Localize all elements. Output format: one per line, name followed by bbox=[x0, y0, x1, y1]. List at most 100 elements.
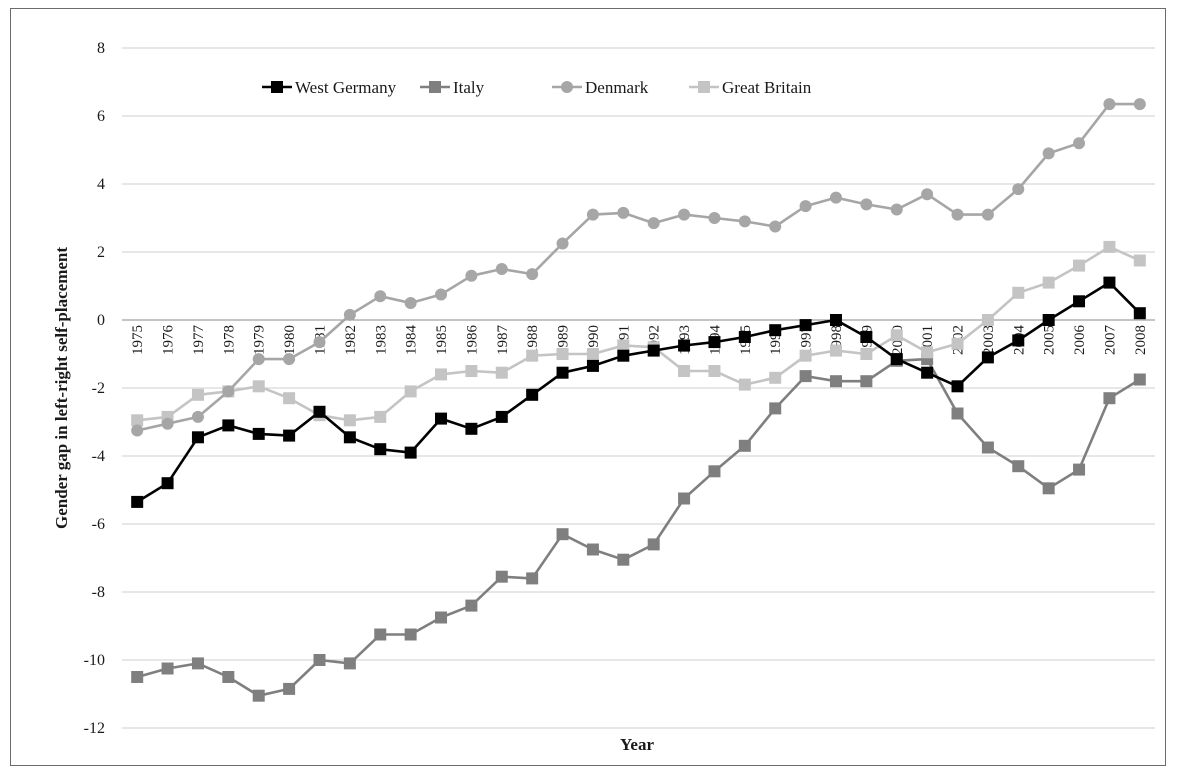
data-point bbox=[404, 297, 417, 309]
legend-label: Italy bbox=[453, 78, 485, 97]
series-line-italy bbox=[136, 357, 1141, 698]
data-point bbox=[161, 477, 174, 490]
data-point bbox=[283, 353, 296, 366]
data-point bbox=[1133, 98, 1146, 111]
data-point bbox=[799, 200, 812, 213]
data-point bbox=[769, 324, 782, 337]
data-point bbox=[1103, 240, 1116, 253]
data-point bbox=[617, 206, 630, 219]
data-point bbox=[981, 208, 994, 221]
data-point bbox=[678, 365, 691, 377]
data-point bbox=[465, 599, 478, 612]
x-tick-label: 1980 bbox=[282, 325, 298, 355]
data-point bbox=[708, 212, 721, 224]
data-point bbox=[738, 215, 751, 228]
legend-marker bbox=[561, 81, 573, 93]
series-line-great-britain bbox=[137, 245, 1141, 422]
data-point bbox=[283, 682, 296, 695]
data-point bbox=[738, 331, 751, 343]
data-point bbox=[617, 349, 630, 362]
data-point bbox=[708, 336, 721, 349]
x-axis-label: Year bbox=[620, 735, 654, 754]
data-point bbox=[981, 441, 994, 454]
data-point bbox=[890, 203, 903, 216]
x-tick-label: 1975 bbox=[130, 325, 146, 355]
data-point bbox=[586, 208, 599, 221]
data-point bbox=[1012, 334, 1025, 347]
data-point bbox=[738, 378, 751, 391]
x-tick-label: 1997 bbox=[799, 325, 815, 356]
data-point bbox=[1133, 307, 1146, 320]
data-point bbox=[465, 365, 478, 377]
data-point bbox=[951, 208, 964, 221]
legend-label: West Germany bbox=[295, 78, 397, 97]
data-point bbox=[678, 208, 691, 221]
y-tick-label: -10 bbox=[84, 652, 105, 669]
data-point bbox=[374, 628, 387, 641]
data-point bbox=[374, 443, 387, 456]
y-tick-label: -4 bbox=[92, 448, 105, 465]
data-point bbox=[343, 431, 356, 444]
data-point bbox=[556, 237, 569, 250]
data-point bbox=[252, 427, 265, 440]
y-tick-label: 6 bbox=[97, 108, 105, 125]
data-point bbox=[556, 348, 569, 360]
data-point bbox=[1042, 276, 1055, 289]
y-tick-label: -8 bbox=[92, 584, 105, 601]
x-tick-label: 2008 bbox=[1133, 325, 1149, 355]
x-tick-label: 2006 bbox=[1072, 325, 1088, 356]
x-tick-label: 1982 bbox=[343, 325, 359, 355]
data-point bbox=[1103, 392, 1116, 405]
data-point bbox=[252, 689, 265, 702]
y-tick-label: -2 bbox=[92, 380, 105, 397]
x-axis-ticks: 1975197619771978197919801981198219831984… bbox=[130, 325, 1149, 356]
x-tick-label: 2007 bbox=[1102, 325, 1118, 356]
data-point bbox=[981, 314, 994, 326]
x-tick-label: 1976 bbox=[161, 325, 177, 356]
y-tick-label: -12 bbox=[84, 720, 105, 737]
data-point bbox=[465, 422, 478, 435]
data-point bbox=[1012, 183, 1025, 196]
data-point bbox=[435, 368, 448, 381]
data-point bbox=[586, 359, 599, 372]
data-point bbox=[829, 344, 842, 357]
data-point bbox=[526, 572, 539, 585]
x-tick-label: 1986 bbox=[464, 325, 480, 356]
data-point bbox=[1012, 460, 1025, 473]
data-point bbox=[313, 405, 326, 418]
data-point bbox=[131, 671, 144, 683]
data-point bbox=[1103, 98, 1116, 111]
x-tick-label: 2005 bbox=[1042, 325, 1058, 355]
data-point bbox=[526, 388, 539, 401]
legend-item-west-germany: West Germany bbox=[262, 78, 397, 97]
data-point bbox=[708, 365, 721, 377]
data-point bbox=[404, 628, 417, 641]
gridlines bbox=[122, 47, 1155, 729]
data-point bbox=[951, 337, 964, 350]
data-point bbox=[435, 611, 448, 624]
chart-frame bbox=[10, 8, 1166, 766]
x-tick-label: 1979 bbox=[252, 325, 268, 355]
data-point bbox=[890, 329, 903, 342]
data-point bbox=[617, 553, 630, 566]
data-point bbox=[283, 392, 296, 405]
legend-item-denmark: Denmark bbox=[552, 78, 649, 97]
data-point bbox=[860, 331, 873, 343]
data-point bbox=[435, 288, 448, 301]
data-point bbox=[343, 657, 356, 670]
data-point bbox=[343, 414, 356, 427]
data-point bbox=[769, 220, 782, 233]
data-point bbox=[1073, 295, 1086, 308]
data-point bbox=[951, 380, 964, 393]
data-point bbox=[374, 410, 387, 423]
data-point bbox=[769, 371, 782, 384]
data-point bbox=[829, 314, 842, 326]
data-point bbox=[161, 662, 174, 675]
data-point bbox=[1042, 147, 1055, 160]
y-tick-label: 0 bbox=[97, 312, 105, 329]
x-tick-label: 1983 bbox=[373, 325, 389, 355]
data-point bbox=[222, 385, 235, 398]
data-point bbox=[1133, 254, 1146, 267]
